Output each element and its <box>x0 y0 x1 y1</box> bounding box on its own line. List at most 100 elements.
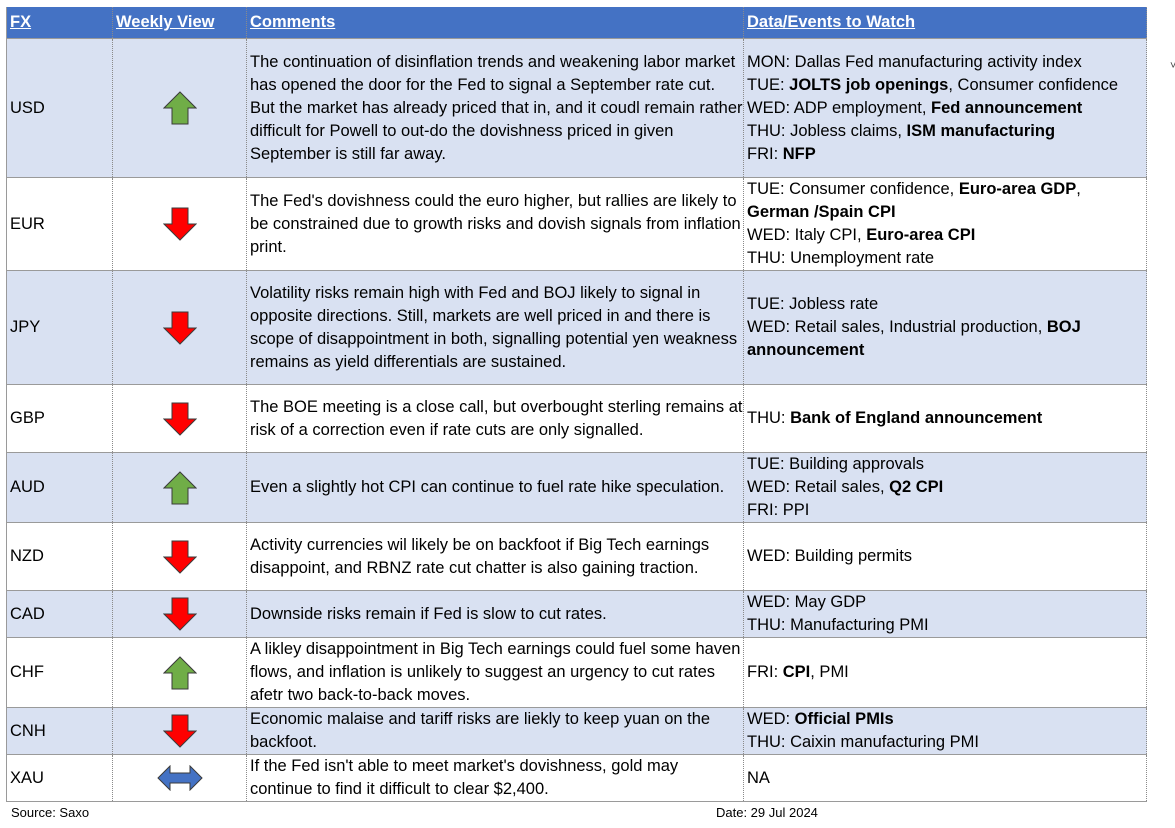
event-text: FRI: <box>747 144 783 163</box>
table-row: AUD Even a slightly hot CPI can continue … <box>6 452 1147 523</box>
events-cell[interactable]: TUE: Building approvals WED: Retail sales… <box>743 452 1147 523</box>
left-right-arrow-icon <box>156 765 203 791</box>
fx-cell[interactable]: EUR <box>6 177 113 271</box>
event-line: WED: Retail sales, Industrial production… <box>747 316 1146 339</box>
event-text: THU: <box>747 409 791 427</box>
events-cell[interactable]: NA <box>743 754 1147 802</box>
event-highlight: ISM manufacturing <box>906 121 1056 140</box>
event-line: NA <box>747 767 1146 790</box>
down-arrow-icon <box>162 714 197 748</box>
comment-cell[interactable]: Volatility risks remain high with Fed an… <box>246 270 744 385</box>
events-cell[interactable]: TUE: Consumer confidence, Euro-area GDP,… <box>743 177 1147 271</box>
event-highlight: Fed announcement <box>931 98 1083 117</box>
event-line: WED: Building permits <box>747 545 1146 568</box>
events-cell[interactable]: MON: Dallas Fed manufacturing activity i… <box>743 38 1147 178</box>
fx-cell[interactable]: USD <box>6 38 113 178</box>
comment-cell[interactable]: If the Fed isn't able to meet market's d… <box>246 754 744 802</box>
event-line: TUE: Building approvals <box>747 453 1146 476</box>
event-line: WED: Official PMIs <box>747 708 1146 731</box>
weekly-view-cell[interactable] <box>112 590 247 638</box>
event-text: THU: Unemployment rate <box>747 249 935 267</box>
event-line: MON: Dallas Fed manufacturing activity i… <box>747 51 1146 74</box>
weekly-view-cell[interactable] <box>112 754 247 802</box>
comment-cell[interactable]: Activity currencies wil likely be on bac… <box>246 522 744 591</box>
comment-cell[interactable]: Economic malaise and tariff risks are li… <box>246 707 744 755</box>
event-highlight: Euro-area CPI <box>866 226 976 244</box>
event-line: WED: Italy CPI, Euro-area CPI <box>747 224 1146 247</box>
events-cell[interactable]: TUE: Jobless rate WED: Retail sales, Indu… <box>743 270 1147 385</box>
event-text: TUE: Consumer confidence, <box>747 180 959 198</box>
event-text: TUE: <box>747 75 790 94</box>
weekly-view-cell[interactable] <box>112 522 247 591</box>
event-text: THU: Caixin manufacturing PMI <box>747 733 979 751</box>
table-row: USD The continuation of disinflation tren… <box>6 38 1147 178</box>
event-line: FRI: NFP <box>747 143 1146 166</box>
down-arrow-icon <box>162 540 197 574</box>
event-text: THU: Jobless claims, <box>747 121 907 140</box>
event-highlight: announcement <box>747 341 865 359</box>
event-highlight: Q2 CPI <box>889 478 944 496</box>
comment-cell[interactable]: A likley disappointment in Big Tech earn… <box>246 637 744 708</box>
event-line: FRI: PPI <box>747 499 1146 522</box>
event-highlight: Official PMIs <box>794 710 894 728</box>
events-cell[interactable]: WED: May GDP THU: Manufacturing PMI <box>743 590 1147 638</box>
event-line: THU: Jobless claims, ISM manufacturing <box>747 120 1146 143</box>
event-line: WED: Retail sales, Q2 CPI <box>747 476 1146 499</box>
event-text: TUE: Jobless rate <box>747 295 879 313</box>
events-cell[interactable]: WED: Building permits <box>743 522 1147 591</box>
event-line: THU: Unemployment rate <box>747 247 1146 270</box>
event-line: THU: Manufacturing PMI <box>747 614 1146 637</box>
down-arrow-icon <box>162 207 197 241</box>
weekly-view-cell[interactable] <box>112 452 247 523</box>
header-comments[interactable]: Comments <box>246 7 744 39</box>
table-row: JPY Volatility risks remain high with Fed… <box>6 270 1147 385</box>
weekly-view-cell[interactable] <box>112 270 247 385</box>
event-text: , PMI <box>810 663 849 681</box>
fx-cell[interactable]: XAU <box>6 754 113 802</box>
weekly-view-cell[interactable] <box>112 177 247 271</box>
fx-cell[interactable]: AUD <box>6 452 113 523</box>
weekly-view-cell[interactable] <box>112 384 247 453</box>
event-line: German /Spain CPI <box>747 201 1146 224</box>
fx-cell[interactable]: CAD <box>6 590 113 638</box>
event-text: MON: Dallas Fed manufacturing activity i… <box>747 52 1082 71</box>
table-row: CHF A likley disappointment in Big Tech e… <box>6 637 1147 708</box>
header-fx[interactable]: FX <box>6 7 113 39</box>
fx-cell[interactable]: CHF <box>6 637 113 708</box>
row-marker-top: ˅ <box>1170 60 1175 72</box>
fx-cell[interactable]: GBP <box>6 384 113 453</box>
comment-cell[interactable]: Even a slightly hot CPI can continue to … <box>246 452 744 523</box>
comment-cell[interactable]: Downside risks remain if Fed is slow to … <box>246 590 744 638</box>
header-weekly-view[interactable]: Weekly View <box>112 7 247 39</box>
event-line: THU: Caixin manufacturing PMI <box>747 731 1146 754</box>
event-highlight: JOLTS job openings <box>789 75 949 94</box>
comment-cell[interactable]: The Fed's dovishness could the euro high… <box>246 177 744 271</box>
event-text: WED: Retail sales, Industrial production… <box>747 318 1047 336</box>
down-arrow-icon <box>162 311 197 345</box>
down-arrow-icon <box>162 597 197 631</box>
comment-cell[interactable]: The BOE meeting is a close call, but ove… <box>246 384 744 453</box>
comment-cell[interactable]: The continuation of disinflation trends … <box>246 38 744 178</box>
weekly-view-cell[interactable] <box>112 637 247 708</box>
events-cell[interactable]: FRI: CPI, PMI <box>743 637 1147 708</box>
fx-cell[interactable]: CNH <box>6 707 113 755</box>
event-text: WED: <box>747 710 795 728</box>
events-cell[interactable]: WED: Official PMIs THU: Caixin manufactur… <box>743 707 1147 755</box>
fx-cell[interactable]: NZD <box>6 522 113 591</box>
weekly-view-cell[interactable] <box>112 38 247 178</box>
source-note: Source: Saxo <box>11 805 90 820</box>
table-row: CNH Economic malaise and tariff risks are… <box>6 707 1147 755</box>
events-cell[interactable]: THU: Bank of England announcement <box>743 384 1147 453</box>
event-text: FRI: <box>747 663 783 681</box>
weekly-view-cell[interactable] <box>112 707 247 755</box>
event-line: announcement <box>747 339 1146 362</box>
header-row: FX Weekly View Comments Data/Events to W… <box>6 7 1147 39</box>
table-row: EUR The Fed's dovishness could the euro h… <box>6 177 1147 271</box>
event-highlight: BOJ <box>1046 318 1081 336</box>
event-line: WED: May GDP <box>747 591 1146 614</box>
header-events[interactable]: Data/Events to Watch <box>743 7 1147 39</box>
event-highlight: CPI <box>782 663 811 681</box>
event-text: THU: Manufacturing PMI <box>747 616 929 634</box>
fx-cell[interactable]: JPY <box>6 270 113 385</box>
event-text: WED: Building permits <box>747 547 913 565</box>
